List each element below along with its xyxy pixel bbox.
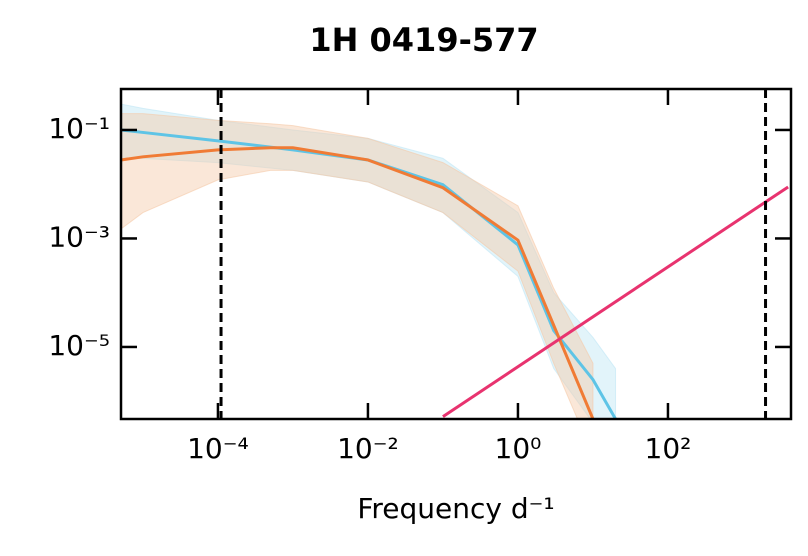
x-tick-label: 10⁻⁴ [187,432,249,465]
x-tick-label: 10⁻² [337,432,399,465]
plot-frame [119,87,793,421]
confidence-band [121,113,594,419]
y-tick-label: 10⁻³ [48,220,110,253]
y-tick-label: 10⁻⁵ [48,329,110,362]
chart-title: 1H 0419-577 [309,21,538,59]
x-tick-label: 10² [645,432,692,465]
series-line [121,146,595,419]
y-tick-label: 10⁻¹ [48,112,110,145]
plot-area [121,89,789,419]
series-line [442,185,789,418]
x-axis-label: Frequency d⁻¹ [357,492,554,525]
x-tick-label: 10⁰ [495,432,542,465]
